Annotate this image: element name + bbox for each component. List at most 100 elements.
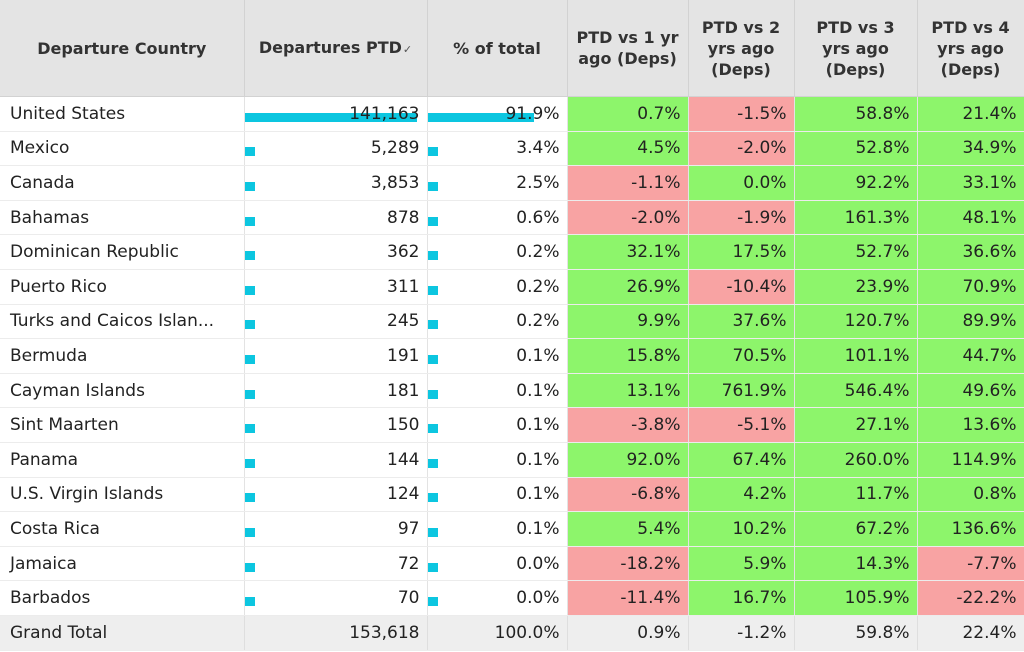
vs2-cell: 37.6% <box>688 304 795 340</box>
table-row[interactable]: U.S. Virgin Islands 124 0.1% -6.8% 4.2% 11.7%… <box>0 477 1024 513</box>
share-cell: 0.2% <box>427 234 568 270</box>
table-row[interactable]: Bahamas 878 0.6% -2.0% -1.9% 161.3% 48.1% <box>0 200 1024 236</box>
vs1-cell: -1.1% <box>567 165 689 201</box>
table-row[interactable]: Turks and Caicos Islan... 245 0.2% 9.9% 37.6… <box>0 304 1024 340</box>
table-row[interactable]: Puerto Rico 311 0.2% 26.9% -10.4% 23.9% 70.9% <box>0 269 1024 305</box>
departures-cell: 72 <box>244 546 428 582</box>
vs1-cell: 9.9% <box>567 304 689 340</box>
share-bar <box>427 562 438 572</box>
table-row[interactable]: United States 141,163 91.9% 0.7% -1.5% 58.8% 2… <box>0 96 1024 132</box>
departures-bar <box>244 112 417 122</box>
vs4-cell: 34.9% <box>917 131 1024 167</box>
vs3-cell: 260.0% <box>794 442 918 478</box>
departures-bar <box>244 216 255 226</box>
vs4-cell: 21.4% <box>917 96 1024 132</box>
grand-total-departures: 153,618 <box>244 615 428 651</box>
vs3-cell: 52.7% <box>794 234 918 270</box>
vs4-cell: 44.7% <box>917 338 1024 374</box>
share-cell: 0.6% <box>427 200 568 236</box>
departures-bar <box>244 181 255 191</box>
column-header-country[interactable]: Departure Country <box>0 0 245 97</box>
column-header-label: Departures PTD <box>258 37 402 57</box>
vs2-cell: -1.5% <box>688 96 795 132</box>
header-row: Departure Country Departures PTD✓ % of t… <box>0 0 1024 97</box>
table-row[interactable]: Costa Rica 97 0.1% 5.4% 10.2% 67.2% 136.6% <box>0 511 1024 547</box>
table-row[interactable]: Barbados 70 0.0% -11.4% 16.7% 105.9% -22.2% <box>0 580 1024 616</box>
vs4-cell: 33.1% <box>917 165 1024 201</box>
column-header-vs3[interactable]: PTD vs 3 yrs ago (Deps) <box>794 0 918 97</box>
departures-cell: 362 <box>244 234 428 270</box>
departures-value: 5,289 <box>370 138 420 159</box>
table-row[interactable]: Canada 3,853 2.5% -1.1% 0.0% 92.2% 33.1% <box>0 165 1024 201</box>
table-row[interactable]: Mexico 5,289 3.4% 4.5% -2.0% 52.8% 34.9% <box>0 131 1024 167</box>
vs1-cell: 15.8% <box>567 338 689 374</box>
grand-total-vs1: 0.9% <box>567 615 689 651</box>
column-header-share[interactable]: % of total <box>427 0 568 97</box>
column-header-vs2[interactable]: PTD vs 2 yrs ago (Deps) <box>688 0 795 97</box>
table-row[interactable]: Dominican Republic 362 0.2% 32.1% 17.5% 52.7%… <box>0 234 1024 270</box>
departures-value: 362 <box>387 242 420 263</box>
departures-value: 311 <box>387 276 420 297</box>
share-cell: 0.2% <box>427 304 568 340</box>
table-row[interactable]: Bermuda 191 0.1% 15.8% 70.5% 101.1% 44.7% <box>0 338 1024 374</box>
country-cell: Bahamas <box>0 200 245 236</box>
departures-bar <box>244 354 255 364</box>
table-row[interactable]: Jamaica 72 0.0% -18.2% 5.9% 14.3% -7.7% <box>0 546 1024 582</box>
share-cell: 0.1% <box>427 373 568 409</box>
column-header-label: PTD vs 4 yrs ago (Deps) <box>931 17 1010 79</box>
vs1-cell: 92.0% <box>567 442 689 478</box>
share-value: 0.1% <box>516 345 560 366</box>
vs3-cell: 23.9% <box>794 269 918 305</box>
vs1-cell: 13.1% <box>567 373 689 409</box>
vs4-cell: 48.1% <box>917 200 1024 236</box>
departures-bar <box>244 320 255 330</box>
vs1-cell: 26.9% <box>567 269 689 305</box>
column-header-vs4[interactable]: PTD vs 4 yrs ago (Deps) <box>917 0 1024 97</box>
country-cell: Barbados <box>0 580 245 616</box>
share-bar <box>427 251 438 261</box>
vs1-cell: 32.1% <box>567 234 689 270</box>
departures-bar <box>244 458 255 468</box>
country-cell: U.S. Virgin Islands <box>0 477 245 513</box>
departures-bar <box>244 597 255 607</box>
grand-total-vs2: -1.2% <box>688 615 795 651</box>
share-value: 0.0% <box>516 588 560 609</box>
share-bar <box>427 527 438 537</box>
departures-value: 191 <box>387 345 420 366</box>
share-cell: 0.1% <box>427 477 568 513</box>
vs3-cell: 52.8% <box>794 131 918 167</box>
vs4-cell: 36.6% <box>917 234 1024 270</box>
vs1-cell: 4.5% <box>567 131 689 167</box>
column-header-departures[interactable]: Departures PTD✓ <box>244 0 428 97</box>
departures-value: 245 <box>387 311 420 332</box>
share-value: 0.1% <box>516 484 560 505</box>
departures-cell: 311 <box>244 269 428 305</box>
departures-value: 72 <box>397 553 420 574</box>
column-header-vs1[interactable]: PTD vs 1 yr ago (Deps) <box>567 0 689 97</box>
departures-value: 124 <box>387 484 420 505</box>
table-row[interactable]: Cayman Islands 181 0.1% 13.1% 761.9% 546.4% 49… <box>0 373 1024 409</box>
column-header-label: PTD vs 1 yr ago (Deps) <box>576 28 679 68</box>
departures-value: 141,163 <box>349 103 420 124</box>
departures-bar <box>244 493 255 503</box>
vs2-cell: 10.2% <box>688 511 795 547</box>
share-value: 0.6% <box>516 207 560 228</box>
share-value: 91.9% <box>505 103 560 124</box>
table-row[interactable]: Panama 144 0.1% 92.0% 67.4% 260.0% 114.9% <box>0 442 1024 478</box>
vs1-cell: -18.2% <box>567 546 689 582</box>
table-row[interactable]: Sint Maarten 150 0.1% -3.8% -5.1% 27.1% 13.6% <box>0 407 1024 443</box>
departures-value: 144 <box>387 449 420 470</box>
grand-total-row: Grand Total 153,618 100.0% 0.9% -1.2% 59.8% 22… <box>0 615 1024 651</box>
vs2-cell: 16.7% <box>688 580 795 616</box>
share-bar <box>427 424 438 434</box>
share-cell: 0.1% <box>427 338 568 374</box>
departures-value: 3,853 <box>370 172 420 193</box>
grand-total-share: 100.0% <box>427 615 568 651</box>
share-value: 0.1% <box>516 449 560 470</box>
vs4-cell: 70.9% <box>917 269 1024 305</box>
sort-indicator-icon[interactable]: ✓ <box>402 42 413 56</box>
country-cell: Costa Rica <box>0 511 245 547</box>
vs3-cell: 27.1% <box>794 407 918 443</box>
vs3-cell: 546.4% <box>794 373 918 409</box>
share-bar <box>427 181 438 191</box>
